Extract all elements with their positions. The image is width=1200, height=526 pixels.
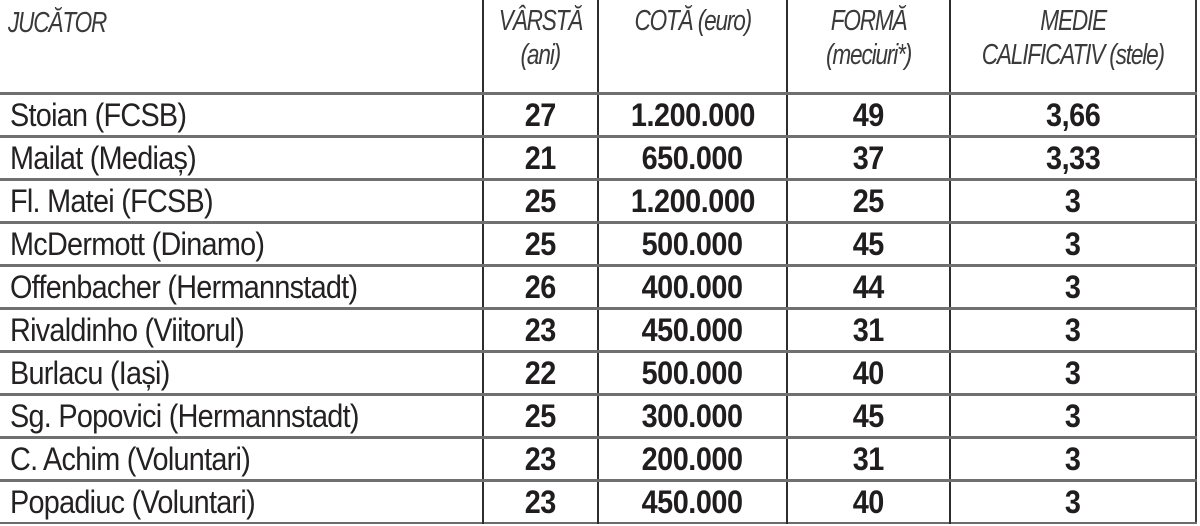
table-row: Popadiuc (Voluntari) 23 450.000 40 3 (0, 479, 1196, 523)
cell-rating: 3,66 (949, 93, 1196, 137)
header-value: COTĂ (euro) (597, 0, 787, 95)
header-player-label: JUCĂTOR (8, 7, 107, 39)
header-row: JUCĂTOR VÂRSTĂ (ani) COTĂ (euro) FORMĂ (… (0, 0, 1196, 95)
cell-age: 25 (482, 221, 598, 266)
header-form: FORMĂ (meciuri*) (786, 0, 950, 95)
cell-form: 49 (786, 93, 950, 137)
cell-value: 450.000 (597, 307, 787, 352)
cell-value: 200.000 (597, 436, 787, 481)
cell-age: 22 (482, 350, 598, 395)
cell-rating: 3,33 (949, 135, 1196, 180)
cell-form: 40 (786, 479, 950, 523)
header-player: JUCĂTOR (0, 0, 483, 95)
cell-value: 300.000 (597, 393, 787, 438)
cell-form: 25 (786, 178, 950, 223)
cell-player: Sg. Popovici (Hermannstadt) (0, 393, 483, 438)
header-age: VÂRSTĂ (ani) (482, 0, 598, 95)
cell-form: 40 (786, 350, 950, 395)
table-row: C. Achim (Voluntari) 23 200.000 31 3 (0, 436, 1196, 481)
cell-age: 23 (482, 307, 598, 352)
table-row: Burlacu (Iași) 22 500.000 40 3 (0, 350, 1196, 395)
cell-player: Rivaldinho (Viitorul) (0, 307, 483, 352)
cell-age: 26 (482, 264, 598, 309)
cell-age: 21 (482, 135, 598, 180)
cell-player: Burlacu (Iași) (0, 350, 483, 395)
cell-player: C. Achim (Voluntari) (0, 436, 483, 481)
header-rating: MEDIE CALIFICATIV (stele) (949, 0, 1196, 95)
cell-rating: 3 (949, 393, 1196, 438)
cell-age: 25 (482, 178, 598, 223)
cell-value: 500.000 (597, 221, 787, 266)
table-row: Mailat (Mediaș) 21 650.000 37 3,33 (0, 135, 1196, 180)
cell-rating: 3 (949, 436, 1196, 481)
header-age-unit: (ani) (520, 39, 562, 71)
cell-rating: 3 (949, 178, 1196, 223)
cell-rating: 3 (949, 479, 1196, 523)
cell-age: 27 (482, 93, 598, 137)
table-row: Rivaldinho (Viitorul) 23 450.000 31 3 (0, 307, 1196, 352)
cell-form: 31 (786, 436, 950, 481)
cell-value: 1.200.000 (597, 178, 787, 223)
cell-player: Popadiuc (Voluntari) (0, 479, 483, 523)
cell-form: 44 (786, 264, 950, 309)
cell-age: 23 (482, 436, 598, 481)
cell-rating: 3 (949, 350, 1196, 395)
cell-rating: 3 (949, 221, 1196, 266)
header-rating-unit: CALIFICATIV (stele) (981, 39, 1165, 71)
cell-player: Offenbacher (Hermannstadt) (0, 264, 483, 309)
cell-player: McDermott (Dinamo) (0, 221, 483, 266)
cell-player: Fl. Matei (FCSB) (0, 178, 483, 223)
table-row: Sg. Popovici (Hermannstadt) 25 300.000 4… (0, 393, 1196, 438)
table-header: JUCĂTOR VÂRSTĂ (ani) COTĂ (euro) FORMĂ (… (0, 0, 1196, 95)
header-value-label: COTĂ (euro) (634, 5, 752, 37)
cell-value: 500.000 (597, 350, 787, 395)
table-row: Offenbacher (Hermannstadt) 26 400.000 44… (0, 264, 1196, 309)
cell-player: Mailat (Mediaș) (0, 135, 483, 180)
cell-value: 650.000 (597, 135, 787, 180)
cell-value: 1.200.000 (597, 93, 787, 137)
table-row: Stoian (FCSB) 27 1.200.000 49 3,66 (0, 93, 1196, 137)
table-row: McDermott (Dinamo) 25 500.000 45 3 (0, 221, 1196, 266)
header-form-label: FORMĂ (830, 5, 908, 37)
cell-form: 45 (786, 393, 950, 438)
header-age-label: VÂRSTĂ (498, 5, 584, 37)
table-row: Fl. Matei (FCSB) 25 1.200.000 25 3 (0, 178, 1196, 223)
cell-form: 45 (786, 221, 950, 266)
cell-form: 37 (786, 135, 950, 180)
cell-player: Stoian (FCSB) (10, 96, 187, 133)
cell-age: 25 (482, 393, 598, 438)
cell-value: 400.000 (597, 264, 787, 309)
cell-rating: 3 (949, 307, 1196, 352)
header-rating-label: MEDIE (1040, 5, 1107, 37)
cell-value: 450.000 (597, 479, 787, 523)
cell-rating: 3 (949, 264, 1196, 309)
cell-age: 23 (482, 479, 598, 523)
table-body: Stoian (FCSB) 27 1.200.000 49 3,66 Maila… (0, 93, 1196, 523)
header-form-unit: (meciuri*) (825, 39, 912, 71)
cell-form: 31 (786, 307, 950, 352)
